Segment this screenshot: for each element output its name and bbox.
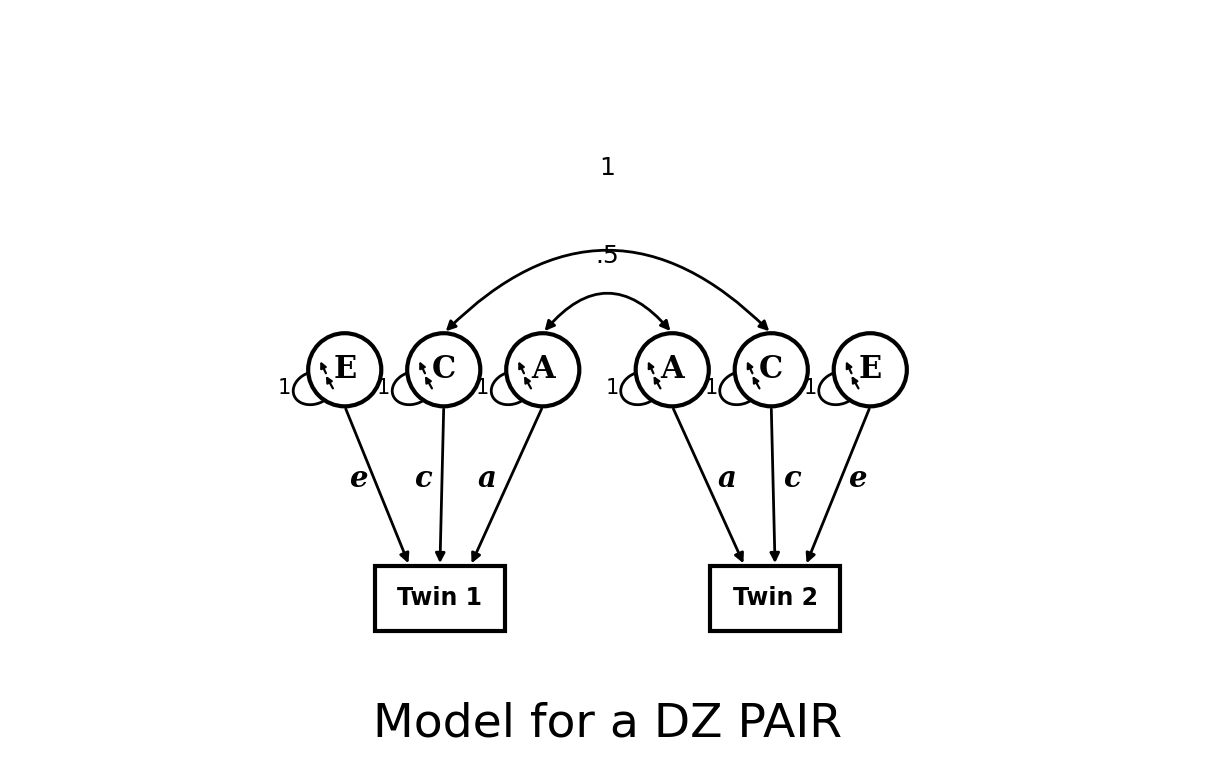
Text: C: C bbox=[431, 354, 456, 385]
Text: A: A bbox=[531, 354, 554, 385]
Text: c: c bbox=[414, 464, 431, 493]
Bar bbox=[711, 566, 840, 631]
Bar bbox=[375, 566, 504, 631]
Text: a: a bbox=[718, 464, 738, 493]
Text: 1: 1 bbox=[705, 378, 718, 398]
Text: 1: 1 bbox=[476, 378, 488, 398]
Text: Twin 1: Twin 1 bbox=[397, 586, 482, 611]
Text: 1: 1 bbox=[377, 378, 390, 398]
Text: e: e bbox=[848, 464, 866, 493]
Text: E: E bbox=[859, 354, 882, 385]
Circle shape bbox=[309, 333, 382, 407]
Text: a: a bbox=[477, 464, 497, 493]
Text: C: C bbox=[759, 354, 784, 385]
Text: 1: 1 bbox=[278, 378, 290, 398]
Text: e: e bbox=[349, 464, 367, 493]
Text: E: E bbox=[333, 354, 356, 385]
Circle shape bbox=[635, 333, 708, 407]
Text: A: A bbox=[661, 354, 684, 385]
Circle shape bbox=[407, 333, 480, 407]
Text: 1: 1 bbox=[605, 378, 618, 398]
Text: 1: 1 bbox=[599, 156, 616, 179]
Text: Twin 2: Twin 2 bbox=[733, 586, 818, 611]
Circle shape bbox=[833, 333, 906, 407]
Text: c: c bbox=[784, 464, 801, 493]
Text: .5: .5 bbox=[595, 244, 620, 268]
Circle shape bbox=[507, 333, 580, 407]
Text: Model for a DZ PAIR: Model for a DZ PAIR bbox=[373, 701, 842, 746]
Circle shape bbox=[735, 333, 808, 407]
Text: 1: 1 bbox=[803, 378, 816, 398]
